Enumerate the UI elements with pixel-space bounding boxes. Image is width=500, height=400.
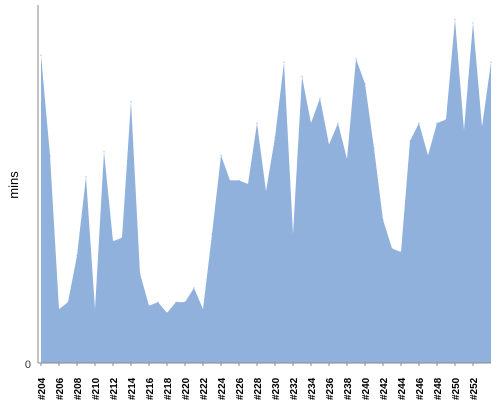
data-point bbox=[166, 312, 168, 314]
x-tick-label: #216 bbox=[145, 377, 156, 400]
data-point bbox=[454, 18, 456, 20]
data-point bbox=[490, 61, 492, 63]
data-point bbox=[418, 122, 420, 124]
data-point bbox=[139, 272, 141, 275]
data-point bbox=[247, 183, 249, 185]
x-tick-label: #226 bbox=[235, 377, 246, 400]
x-tick-label: #222 bbox=[199, 377, 210, 400]
data-point bbox=[103, 151, 105, 153]
data-point bbox=[283, 61, 285, 63]
data-point bbox=[400, 251, 402, 253]
data-point bbox=[85, 176, 87, 178]
data-point bbox=[40, 54, 42, 56]
data-point bbox=[436, 122, 438, 124]
data-point bbox=[130, 101, 132, 103]
data-point bbox=[211, 233, 213, 235]
data-point bbox=[409, 140, 411, 142]
x-tick-label: #218 bbox=[163, 377, 174, 400]
data-point bbox=[319, 97, 321, 99]
data-point bbox=[121, 237, 123, 239]
x-tick-label: #240 bbox=[361, 377, 372, 400]
data-point bbox=[148, 305, 150, 307]
x-tick-label: #238 bbox=[343, 377, 354, 400]
data-point bbox=[328, 144, 330, 146]
data-point bbox=[427, 154, 429, 156]
x-tick-label: #214 bbox=[127, 377, 138, 400]
data-point bbox=[337, 122, 339, 124]
x-tick-label: #210 bbox=[91, 377, 102, 400]
data-point bbox=[373, 147, 375, 149]
data-point bbox=[58, 308, 60, 310]
data-point bbox=[220, 154, 222, 156]
data-point bbox=[463, 129, 465, 131]
x-tick-label: #230 bbox=[271, 377, 282, 400]
x-tick-label: #220 bbox=[181, 377, 192, 400]
data-point bbox=[445, 118, 447, 121]
data-point bbox=[355, 58, 357, 60]
x-tick-label: #224 bbox=[217, 377, 228, 400]
data-point bbox=[67, 301, 69, 303]
data-point bbox=[94, 308, 96, 310]
data-point bbox=[256, 122, 258, 124]
data-point bbox=[76, 255, 78, 257]
y-axis-label: mins bbox=[6, 171, 21, 199]
data-point bbox=[346, 158, 348, 160]
data-point bbox=[157, 301, 159, 303]
x-tick-label: #232 bbox=[289, 377, 300, 400]
x-tick-label: #208 bbox=[73, 377, 84, 400]
data-point bbox=[301, 76, 303, 78]
data-point bbox=[193, 287, 195, 289]
x-tick-label: #252 bbox=[469, 377, 480, 400]
x-tick-label: #246 bbox=[415, 377, 426, 400]
x-tick-label: #206 bbox=[55, 377, 66, 400]
x-tick-label: #204 bbox=[37, 377, 48, 400]
data-point bbox=[364, 83, 366, 85]
data-point bbox=[238, 179, 240, 182]
data-point bbox=[292, 233, 294, 235]
x-tick-label: #236 bbox=[325, 377, 336, 400]
x-tick-label: #228 bbox=[253, 377, 264, 400]
x-axis-ticks: #204 #206 #208 #210 #212 #214 #216 #218 #220 #222… bbox=[37, 363, 480, 400]
data-point bbox=[391, 247, 393, 250]
y-tick-label-0: 0 bbox=[25, 359, 31, 371]
x-tick-label: #234 bbox=[307, 377, 318, 400]
data-point bbox=[481, 126, 483, 128]
plot-area bbox=[38, 18, 492, 364]
data-point bbox=[472, 22, 474, 24]
data-point bbox=[229, 179, 231, 182]
data-point bbox=[49, 154, 51, 156]
x-tick-label: #248 bbox=[433, 377, 444, 400]
data-point bbox=[184, 301, 186, 303]
data-point bbox=[274, 136, 276, 139]
data-point bbox=[265, 190, 267, 192]
data-point bbox=[112, 240, 114, 242]
data-point bbox=[310, 122, 312, 124]
x-tick-label: #212 bbox=[109, 377, 120, 400]
data-point bbox=[202, 308, 204, 310]
x-tick-label: #242 bbox=[379, 377, 390, 400]
data-point bbox=[382, 219, 384, 221]
x-tick-label: #244 bbox=[397, 377, 408, 400]
data-point bbox=[175, 301, 177, 303]
x-tick-label: #250 bbox=[451, 377, 462, 400]
